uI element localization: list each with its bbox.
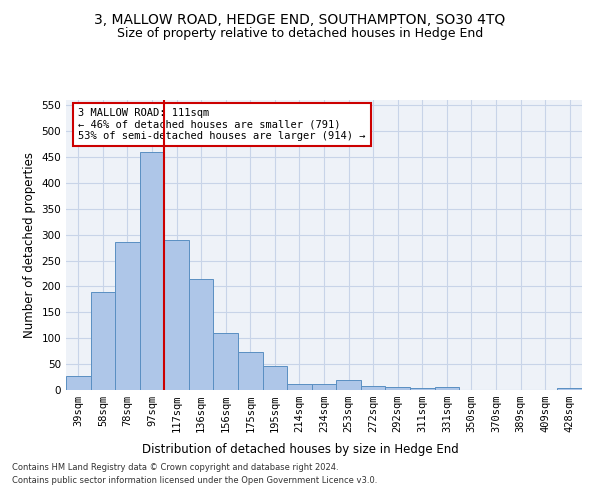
Bar	[66, 376, 91, 390]
Bar	[434, 388, 459, 390]
Bar	[189, 278, 214, 390]
Bar	[361, 386, 385, 390]
Bar	[214, 333, 238, 390]
Y-axis label: Number of detached properties: Number of detached properties	[23, 152, 36, 338]
Bar	[140, 152, 164, 390]
Bar	[385, 387, 410, 390]
Bar	[115, 242, 140, 390]
Text: 3, MALLOW ROAD, HEDGE END, SOUTHAMPTON, SO30 4TQ: 3, MALLOW ROAD, HEDGE END, SOUTHAMPTON, …	[94, 12, 506, 26]
Bar	[557, 388, 582, 390]
Text: Contains public sector information licensed under the Open Government Licence v3: Contains public sector information licen…	[12, 476, 377, 485]
Bar	[312, 384, 336, 390]
Text: Distribution of detached houses by size in Hedge End: Distribution of detached houses by size …	[142, 442, 458, 456]
Bar	[287, 384, 312, 390]
Bar	[263, 366, 287, 390]
Bar	[410, 388, 434, 390]
Text: Contains HM Land Registry data © Crown copyright and database right 2024.: Contains HM Land Registry data © Crown c…	[12, 464, 338, 472]
Text: Size of property relative to detached houses in Hedge End: Size of property relative to detached ho…	[117, 28, 483, 40]
Bar	[336, 380, 361, 390]
Text: 3 MALLOW ROAD: 111sqm
← 46% of detached houses are smaller (791)
53% of semi-det: 3 MALLOW ROAD: 111sqm ← 46% of detached …	[78, 108, 366, 141]
Bar	[91, 292, 115, 390]
Bar	[238, 352, 263, 390]
Bar	[164, 240, 189, 390]
